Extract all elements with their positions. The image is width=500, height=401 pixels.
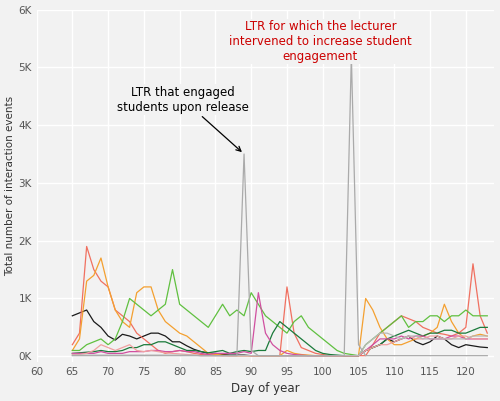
Y-axis label: Total number of interaction events: Total number of interaction events <box>6 96 16 276</box>
X-axis label: Day of year: Day of year <box>231 383 300 395</box>
Text: LTR that engaged
students upon release: LTR that engaged students upon release <box>118 85 249 151</box>
Text: LTR for which the lecturer
intervened to increase student
engagement: LTR for which the lecturer intervened to… <box>229 20 412 63</box>
